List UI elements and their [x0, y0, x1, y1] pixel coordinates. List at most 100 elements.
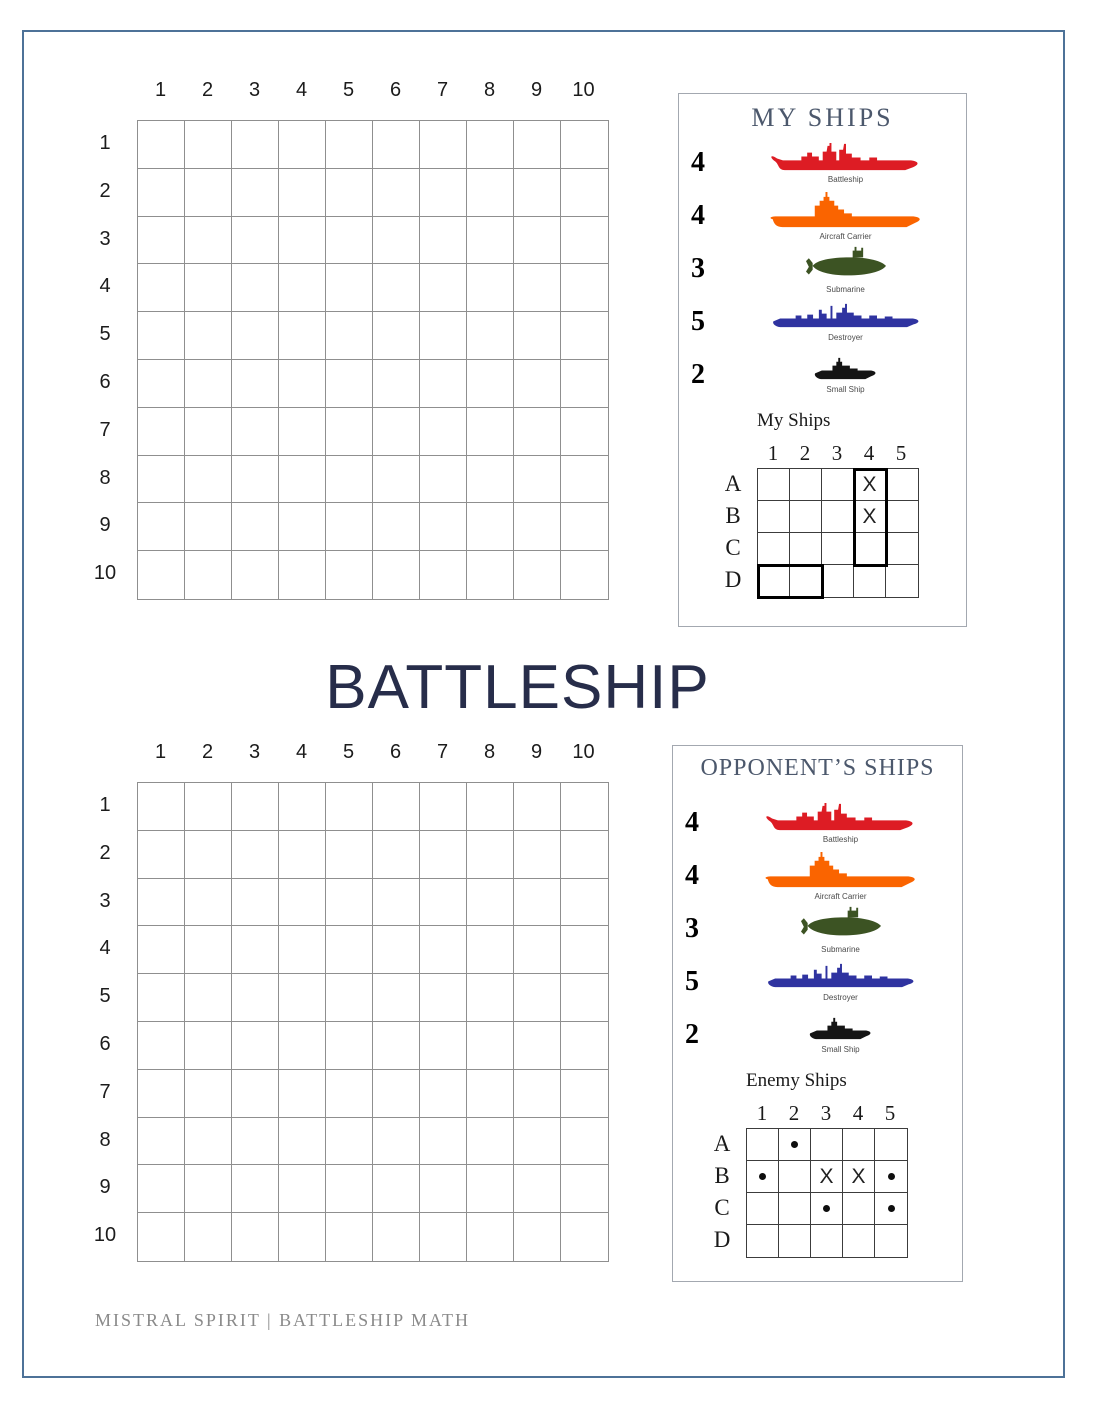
grid-cell[interactable] [514, 783, 561, 831]
tracker-cell[interactable]: X [854, 469, 886, 501]
grid-cell[interactable] [514, 1021, 561, 1070]
grid-cell[interactable] [420, 926, 467, 975]
grid-cell[interactable] [232, 359, 279, 408]
grid-cell[interactable] [561, 1118, 608, 1166]
tracker-cell[interactable] [811, 1193, 843, 1225]
grid-cell[interactable] [467, 551, 514, 599]
grid-cell[interactable] [420, 1021, 467, 1070]
grid-cell[interactable] [138, 926, 185, 975]
grid-cell[interactable] [514, 359, 561, 408]
grid-cell[interactable] [279, 926, 326, 975]
grid-cell[interactable] [232, 264, 279, 313]
grid-cell[interactable] [326, 407, 373, 456]
grid-cell[interactable] [514, 216, 561, 265]
grid-cell[interactable] [185, 264, 232, 313]
tracker-cell[interactable] [875, 1161, 907, 1193]
grid-cell[interactable] [326, 1021, 373, 1070]
tracker-cell[interactable] [875, 1193, 907, 1225]
grid-cell[interactable] [232, 1213, 279, 1261]
tracker-cell[interactable] [779, 1161, 811, 1193]
grid-cell[interactable] [373, 455, 420, 504]
grid-cell[interactable] [138, 121, 185, 169]
grid-cell[interactable] [420, 1213, 467, 1261]
tracker-cell[interactable] [747, 1193, 779, 1225]
grid-cell[interactable] [232, 878, 279, 927]
grid-cell[interactable] [420, 551, 467, 599]
grid-cell[interactable] [514, 168, 561, 217]
grid-cell[interactable] [326, 1213, 373, 1261]
grid-cell[interactable] [185, 1213, 232, 1261]
grid-cell[interactable] [561, 551, 608, 599]
grid-cell[interactable] [232, 1021, 279, 1070]
grid-cell[interactable] [138, 1165, 185, 1214]
tracker-cell[interactable] [886, 469, 918, 501]
grid-cell[interactable] [185, 455, 232, 504]
grid-cell[interactable] [232, 216, 279, 265]
grid-cell[interactable] [326, 121, 373, 169]
grid-cell[interactable] [420, 216, 467, 265]
grid-cell[interactable] [326, 1117, 373, 1166]
grid-cell[interactable] [138, 878, 185, 927]
grid-cell[interactable] [232, 1165, 279, 1214]
grid-cell[interactable] [279, 216, 326, 265]
grid-cell[interactable] [467, 503, 514, 552]
grid-cell[interactable] [326, 551, 373, 599]
grid-cell[interactable] [467, 1069, 514, 1118]
tracker-cell[interactable] [843, 1225, 875, 1257]
grid-cell[interactable] [185, 926, 232, 975]
grid-cell[interactable] [514, 830, 561, 879]
grid-cell[interactable] [373, 359, 420, 408]
grid-cell[interactable] [420, 1165, 467, 1214]
grid-cell[interactable] [138, 1117, 185, 1166]
grid-cell[interactable] [420, 312, 467, 360]
grid-cell[interactable] [326, 878, 373, 927]
grid-cell[interactable] [373, 551, 420, 599]
grid-cell[interactable] [185, 783, 232, 831]
grid-cell[interactable] [232, 312, 279, 360]
grid-cell[interactable] [467, 1213, 514, 1261]
grid-cell[interactable] [420, 264, 467, 313]
grid-cell[interactable] [185, 878, 232, 927]
grid-cell[interactable] [514, 455, 561, 504]
grid-cell[interactable] [279, 1213, 326, 1261]
grid-cell[interactable] [420, 359, 467, 408]
grid-cell[interactable] [373, 974, 420, 1022]
grid-cell[interactable] [561, 169, 608, 217]
tracker-cell[interactable] [886, 565, 918, 597]
grid-cell[interactable] [514, 121, 561, 169]
grid-cell[interactable] [467, 359, 514, 408]
grid-cell[interactable] [373, 1117, 420, 1166]
grid-cell[interactable] [279, 455, 326, 504]
grid-cell[interactable] [467, 264, 514, 313]
grid-cell[interactable] [232, 974, 279, 1022]
grid-cell[interactable] [420, 1117, 467, 1166]
grid-cell[interactable] [185, 1021, 232, 1070]
grid-cell[interactable] [561, 217, 608, 265]
tracker-cell[interactable] [854, 565, 886, 597]
grid-cell[interactable] [185, 216, 232, 265]
grid-cell[interactable] [138, 407, 185, 456]
grid-cell[interactable] [185, 1117, 232, 1166]
grid-cell[interactable] [561, 408, 608, 456]
grid-cell[interactable] [232, 830, 279, 879]
grid-cell[interactable] [185, 359, 232, 408]
grid-cell[interactable] [561, 312, 608, 360]
grid-cell[interactable] [373, 312, 420, 360]
grid-cell[interactable] [232, 407, 279, 456]
grid-cell[interactable] [467, 407, 514, 456]
grid-cell[interactable] [279, 830, 326, 879]
grid-cell[interactable] [326, 168, 373, 217]
grid-cell[interactable] [279, 1165, 326, 1214]
grid-cell[interactable] [185, 407, 232, 456]
grid-cell[interactable] [232, 783, 279, 831]
grid-cell[interactable] [467, 1117, 514, 1166]
grid-cell[interactable] [467, 121, 514, 169]
grid-cell[interactable] [185, 551, 232, 599]
grid-cell[interactable] [420, 783, 467, 831]
grid-cell[interactable] [185, 168, 232, 217]
tracker-cell[interactable] [822, 533, 854, 565]
grid-cell[interactable] [138, 264, 185, 313]
grid-cell[interactable] [373, 830, 420, 879]
grid-cell[interactable] [326, 1165, 373, 1214]
grid-cell[interactable] [138, 1069, 185, 1118]
